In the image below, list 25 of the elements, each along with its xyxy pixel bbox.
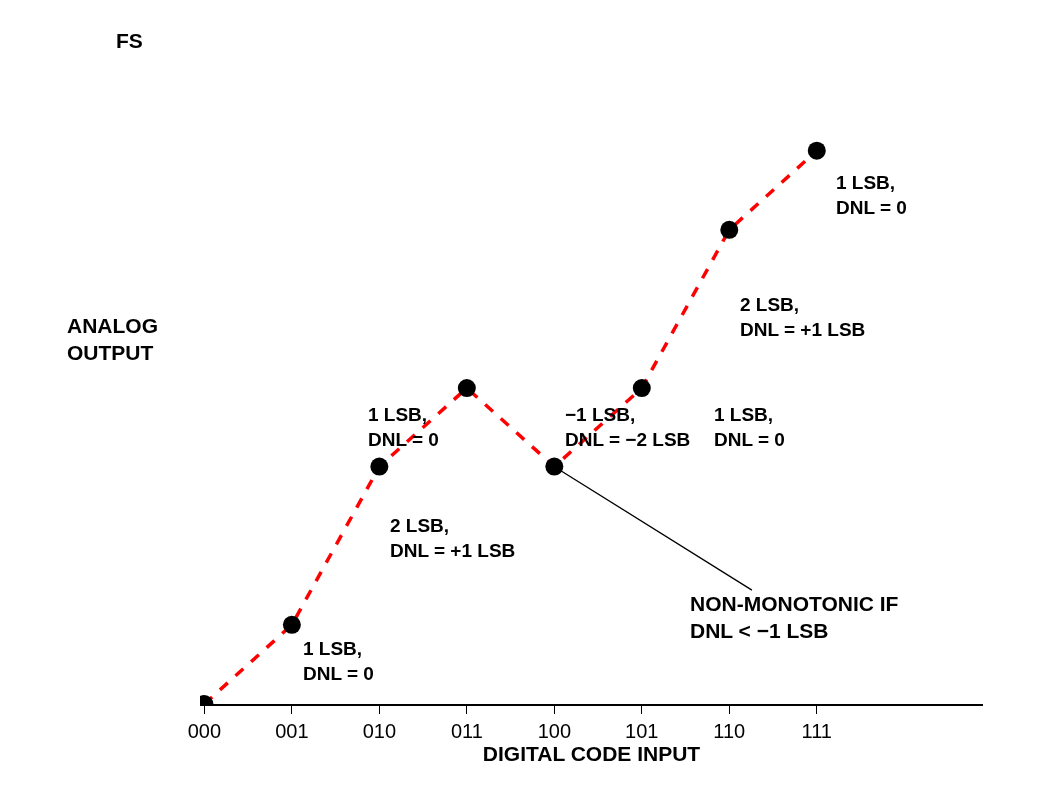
x-tick-label: 111 — [801, 719, 832, 742]
x-tick-label: 100 — [537, 719, 572, 742]
annotation: 2 LSB, DNL = +1 LSB — [740, 294, 866, 340]
annotation: 1 LSB, DNL = 0 — [714, 404, 785, 450]
point — [457, 379, 476, 398]
annotation: 2 LSB, DNL = +1 LSB — [390, 515, 516, 561]
annotation: NON-MONOTONIC IF DNL < −1 LSB — [690, 592, 899, 643]
point — [807, 141, 826, 160]
y-axis-title: ANALOG OUTPUT — [67, 314, 158, 365]
x-tick-label: 001 — [275, 719, 309, 742]
point — [370, 457, 389, 476]
point — [282, 615, 301, 634]
annotation: −1 LSB, DNL = −2 LSB — [565, 404, 691, 450]
point — [720, 220, 739, 239]
x-tick-label: 011 — [450, 719, 483, 742]
annotation: 1 LSB, DNL = 0 — [303, 638, 374, 684]
x-tick-label: 110 — [713, 719, 746, 742]
annotation: 1 LSB, DNL = 0 — [368, 404, 439, 450]
x-tick-label: 000 — [187, 719, 222, 742]
chart-title: FS — [116, 29, 143, 52]
x-axis-title: DIGITAL CODE INPUT — [482, 741, 701, 765]
point — [632, 379, 651, 398]
annotation: 1 LSB, DNL = 0 — [836, 172, 907, 218]
x-tick-label: 101 — [625, 719, 659, 742]
x-tick-label: 010 — [362, 719, 397, 742]
